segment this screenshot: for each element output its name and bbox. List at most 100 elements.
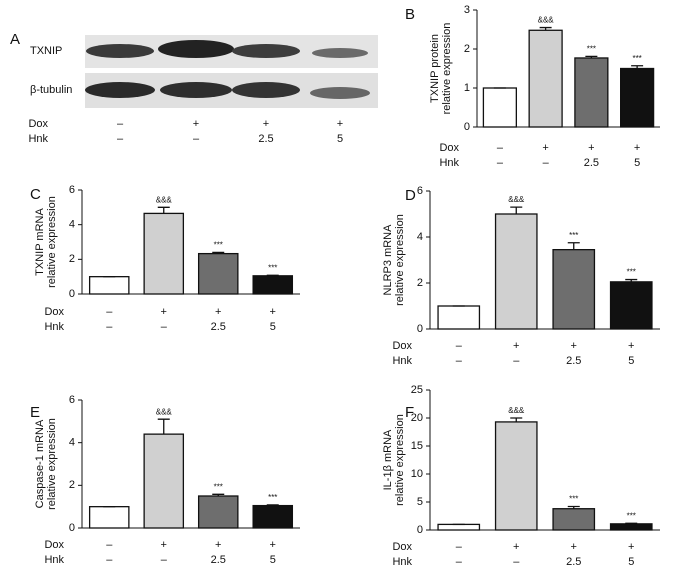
bar: [437, 523, 481, 531]
treatment-label: –: [497, 142, 504, 154]
treatment-label: +: [628, 340, 634, 352]
treatment-label: +: [215, 539, 221, 551]
bar: [609, 523, 653, 531]
significance-label: ***: [268, 263, 277, 272]
y-tick-label: 15: [411, 440, 423, 452]
significance-label: ***: [214, 241, 223, 250]
y-tick-label: 0: [417, 323, 423, 335]
treatment-name: Hnk: [44, 554, 64, 566]
panel-letter: B: [405, 6, 415, 23]
bar: [143, 212, 185, 295]
y-tick-label: 4: [69, 437, 75, 449]
y-tick-label: 2: [69, 479, 75, 491]
treatment-label: 2.5: [566, 355, 581, 367]
error-bar: [567, 505, 580, 509]
bar: [552, 248, 596, 330]
bar: [574, 57, 609, 128]
y-tick-label: 5: [417, 496, 423, 508]
treatment-name: Hnk: [392, 556, 412, 568]
band: [310, 87, 370, 99]
treatment-label: +: [571, 340, 577, 352]
treatment-label: +: [513, 541, 519, 553]
treatment-name: Hnk: [392, 355, 412, 367]
significance-label: ***: [632, 54, 641, 63]
treatment-label: +: [161, 306, 167, 318]
treatment-label: –: [543, 157, 550, 169]
bar: [609, 281, 653, 330]
significance-label: ***: [627, 511, 636, 520]
bar: [197, 495, 239, 529]
blot-row-label: β-tubulin: [30, 84, 72, 96]
bar: [620, 67, 655, 128]
significance-label: &&&: [538, 16, 555, 25]
y-tick-label: 0: [464, 121, 470, 133]
treatment-label: 2.5: [211, 321, 226, 333]
treatment-label: –: [497, 157, 504, 169]
treatment-label: +: [571, 541, 577, 553]
treatment-label: 2.5: [566, 556, 581, 568]
treatment-label: +: [542, 142, 548, 154]
treatment-label: 2.5: [211, 554, 226, 566]
treatment-label: +: [215, 306, 221, 318]
treatment-label: +: [161, 539, 167, 551]
treatment-name: Hnk: [28, 133, 48, 145]
treatment-label: –: [513, 355, 520, 367]
y-axis-label: relative expression: [46, 418, 58, 510]
bar: [143, 433, 185, 529]
treatment-label: 5: [337, 133, 343, 145]
treatment-label: +: [588, 142, 594, 154]
treatment-label: 5: [628, 556, 634, 568]
panel-letter: F: [405, 404, 414, 421]
y-axis-label: relative expression: [394, 214, 406, 306]
error-bar: [625, 522, 638, 524]
treatment-name: Dox: [28, 118, 48, 130]
y-tick-label: 0: [417, 524, 423, 536]
band: [160, 82, 232, 98]
band: [232, 82, 300, 98]
y-tick-label: 2: [464, 43, 470, 55]
treatment-label: –: [106, 539, 113, 551]
y-tick-label: 20: [411, 412, 423, 424]
error-bar: [625, 278, 638, 282]
band: [232, 44, 300, 58]
error-bar: [631, 65, 644, 69]
y-tick-label: 10: [411, 468, 423, 480]
treatment-label: +: [193, 118, 199, 130]
band: [85, 82, 155, 98]
treatment-label: 5: [270, 554, 276, 566]
y-axis-label: relative expression: [394, 414, 406, 506]
y-tick-label: 1: [464, 82, 470, 94]
treatment-label: –: [513, 556, 520, 568]
treatment-label: +: [270, 539, 276, 551]
y-tick-label: 25: [411, 384, 423, 396]
y-tick-label: 6: [69, 394, 75, 406]
treatment-label: 5: [634, 157, 640, 169]
bar: [482, 87, 517, 128]
treatment-name: Dox: [392, 340, 412, 352]
treatment-label: 2.5: [584, 157, 599, 169]
y-tick-label: 4: [69, 219, 75, 231]
treatment-label: –: [456, 355, 463, 367]
band: [86, 44, 154, 58]
treatment-label: –: [117, 118, 124, 130]
y-axis-label: IL-1β mRNA: [382, 429, 394, 490]
significance-label: ***: [587, 45, 596, 54]
blot-image: [85, 35, 378, 108]
y-tick-label: 6: [417, 185, 423, 197]
band: [158, 40, 234, 58]
y-axis-label: TXNIP protein: [429, 34, 441, 103]
y-tick-label: 2: [417, 277, 423, 289]
treatment-label: –: [193, 133, 200, 145]
y-axis-label: NLRP3 mRNA: [382, 224, 394, 296]
panel-letter: D: [405, 187, 416, 204]
bar: [252, 275, 294, 295]
bar: [252, 504, 294, 529]
bar: [528, 29, 563, 128]
significance-label: &&&: [156, 407, 173, 416]
significance-label: ***: [569, 495, 578, 504]
significance-label: &&&: [508, 195, 525, 204]
error-bar: [567, 242, 580, 250]
treatment-label: –: [456, 556, 463, 568]
bar: [494, 213, 538, 330]
